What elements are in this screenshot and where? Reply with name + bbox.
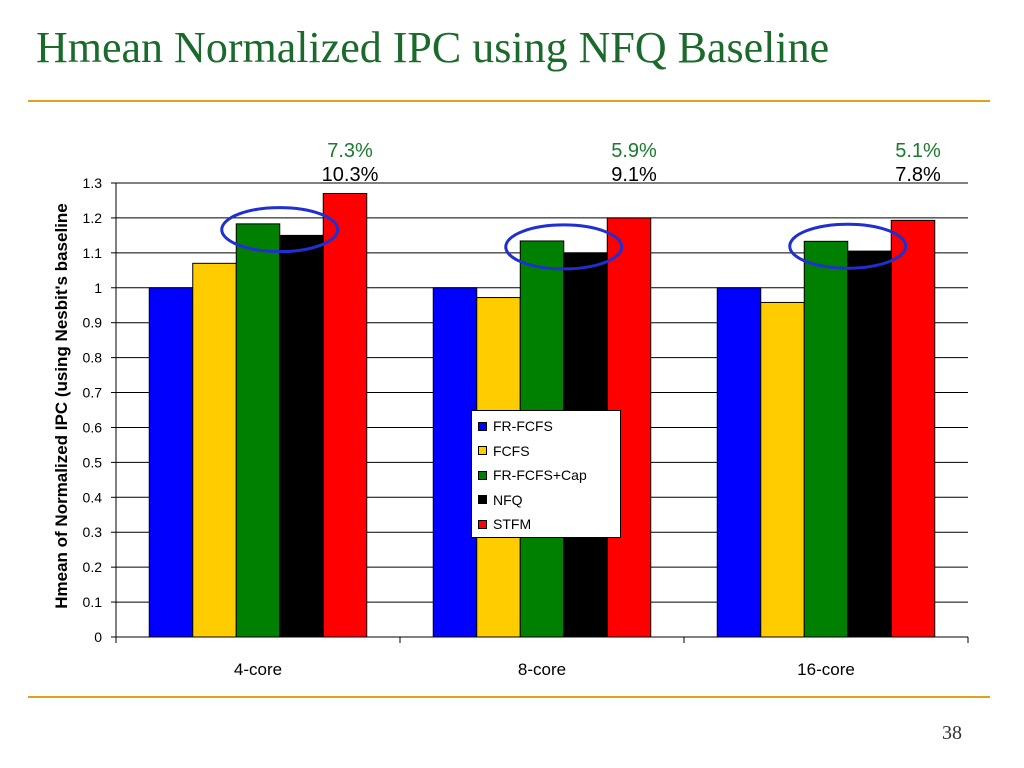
bar-fr-fcfs-cap [803,240,849,638]
slide-title: Hmean Normalized IPC using NFQ Baseline [36,23,830,72]
bar-nfq [847,250,892,638]
bar-fr-fcfs [148,287,194,638]
y-tick-label: 0.6 [83,419,103,435]
legend-item: FCFS [478,439,620,464]
legend-item: STFM [478,512,620,537]
highlight-ellipse [788,222,908,270]
legend-item: FR-FCFS [478,414,620,439]
legend-swatch [478,495,487,505]
bar-fcfs [192,262,237,638]
y-tick-label: 0.2 [83,559,103,575]
y-tick-label: 1.2 [83,210,103,226]
improvement-label-black: 10.3% [322,164,379,186]
legend-label: FR-FCFS+Cap [493,467,587,484]
legend-swatch [478,470,487,480]
y-tick-label: 1.3 [83,175,103,191]
x-tick-label: 4-core [234,660,282,679]
y-tick-label: 0 [94,629,102,645]
bar-nfq [279,234,324,638]
legend-label: NFQ [493,491,523,508]
y-tick-label: 0.4 [83,489,103,505]
highlight-ellipse [504,223,624,271]
highlight-ellipse [220,206,340,254]
y-tick-label: 0.9 [83,315,103,331]
legend-item: FR-FCFS+Cap [478,463,620,488]
y-tick-label: 0.8 [83,350,103,366]
y-tick-label: 0.5 [83,454,103,470]
legend-label: STFM [493,516,532,533]
bar-fr-fcfs [716,287,762,638]
bar-stfm [890,219,936,638]
title-divider [28,100,990,102]
improvement-label-green: 7.3% [327,140,373,162]
legend-swatch [478,446,487,456]
y-tick-label: 0.7 [83,385,103,401]
bar-stfm [322,192,368,638]
y-tick-label: 0.3 [83,524,103,540]
x-tick-label: 8-core [518,660,566,679]
legend-label: FCFS [493,442,530,459]
legend-swatch [478,421,487,431]
y-tick-label: 1.1 [83,245,103,261]
legend-label: FR-FCFS [493,418,553,435]
bar-chart: 0 0.1 0.2 0.3 0.4 0.5 0.6 0.7 0.8 0.9 1 1.1 1.2 1.3 Hm… [52,140,969,679]
legend-swatch [478,519,487,529]
x-tick-label: 16-core [797,660,855,679]
y-tick-label: 0.1 [83,594,103,610]
legend-item: NFQ [478,488,620,513]
y-axis-label: Hmean of Normalized IPC (using Nesbit's … [52,203,71,609]
improvement-label-green: 5.1% [895,140,941,162]
footer-divider [28,696,990,698]
chart-legend: FR-FCFS FCFS FR-FCFS+Cap NFQ STFM [471,410,621,538]
y-tick-label: 1 [94,280,102,296]
improvement-label-green: 5.9% [611,140,657,162]
page-number: 38 [942,722,962,744]
bar-fcfs [760,301,805,638]
bar-fr-fcfs-cap [235,223,281,638]
bar-fr-fcfs [432,287,478,638]
improvement-label-black: 9.1% [611,164,657,186]
improvement-label-black: 7.8% [895,164,941,186]
